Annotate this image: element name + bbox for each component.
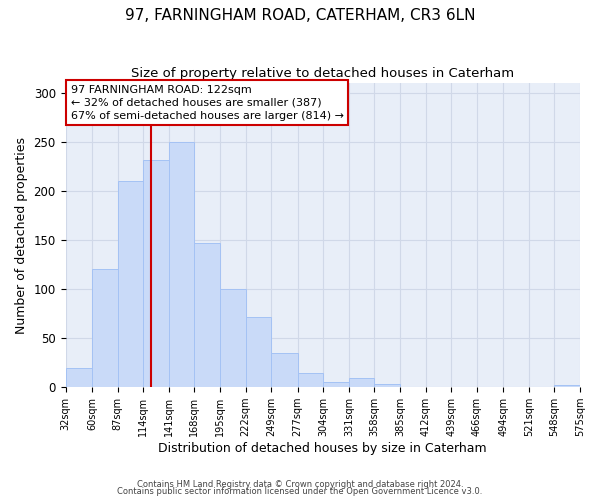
X-axis label: Distribution of detached houses by size in Caterham: Distribution of detached houses by size … — [158, 442, 487, 455]
Bar — [65, 368, 92, 387]
Bar — [169, 142, 194, 387]
Bar — [118, 181, 143, 387]
Bar — [349, 378, 374, 387]
Bar — [554, 386, 580, 387]
Text: 97 FARNINGHAM ROAD: 122sqm
← 32% of detached houses are smaller (387)
67% of sem: 97 FARNINGHAM ROAD: 122sqm ← 32% of deta… — [71, 84, 344, 121]
Title: Size of property relative to detached houses in Caterham: Size of property relative to detached ho… — [131, 68, 514, 80]
Bar — [220, 289, 245, 387]
Bar — [374, 384, 400, 387]
Bar — [298, 372, 323, 387]
Text: Contains HM Land Registry data © Crown copyright and database right 2024.: Contains HM Land Registry data © Crown c… — [137, 480, 463, 489]
Bar — [245, 316, 271, 387]
Bar — [92, 270, 118, 387]
Bar — [271, 353, 298, 387]
Bar — [143, 160, 169, 387]
Text: Contains public sector information licensed under the Open Government Licence v3: Contains public sector information licen… — [118, 487, 482, 496]
Text: 97, FARNINGHAM ROAD, CATERHAM, CR3 6LN: 97, FARNINGHAM ROAD, CATERHAM, CR3 6LN — [125, 8, 475, 22]
Bar — [194, 243, 220, 387]
Y-axis label: Number of detached properties: Number of detached properties — [15, 136, 28, 334]
Bar — [323, 382, 349, 387]
